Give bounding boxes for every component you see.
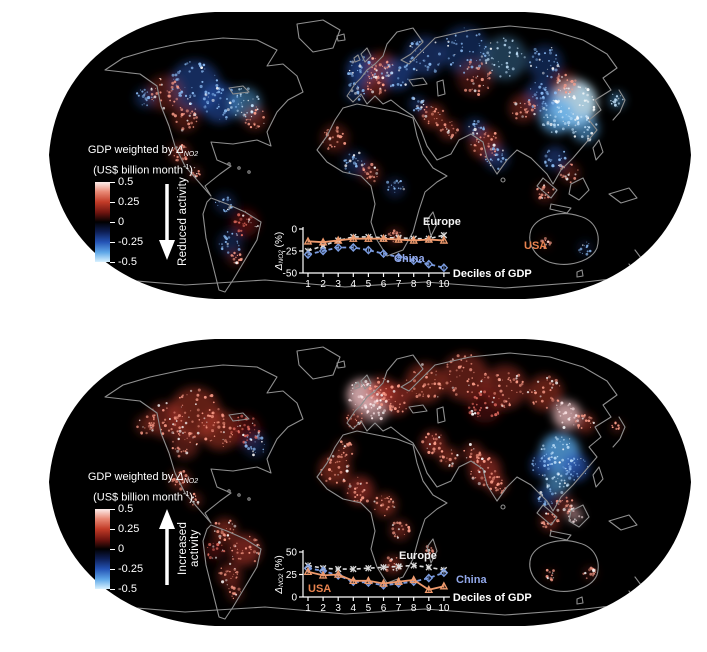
svg-text:USA: USA bbox=[524, 240, 547, 252]
svg-text:-25: -25 bbox=[283, 247, 298, 258]
svg-text:10: 10 bbox=[438, 603, 450, 614]
svg-text:-50: -50 bbox=[283, 269, 298, 280]
svg-text:Europe: Europe bbox=[399, 550, 437, 562]
svg-text:0: 0 bbox=[291, 593, 297, 604]
svg-text:8: 8 bbox=[411, 603, 417, 614]
svg-text:25: 25 bbox=[286, 570, 298, 581]
svg-text:50: 50 bbox=[286, 548, 298, 559]
svg-text:Deciles of GDP: Deciles of GDP bbox=[453, 268, 532, 280]
svg-text:China: China bbox=[456, 574, 487, 586]
svg-text:7: 7 bbox=[396, 603, 402, 614]
svg-text:ΔNO2 (%): ΔNO2 (%) bbox=[274, 555, 285, 594]
map-panel-increased-activity: GDP weighted by ΔNO2 (US$ billion month-… bbox=[45, 335, 695, 630]
svg-text:4: 4 bbox=[351, 603, 357, 614]
svg-text:0: 0 bbox=[291, 225, 297, 236]
heatmap-speckles bbox=[136, 354, 620, 600]
svg-text:2: 2 bbox=[320, 279, 326, 290]
svg-text:8: 8 bbox=[411, 279, 417, 290]
heatmap-speckles bbox=[135, 27, 624, 265]
svg-text:5: 5 bbox=[366, 279, 372, 290]
svg-text:2: 2 bbox=[320, 603, 326, 614]
world-map-reduced bbox=[49, 12, 691, 299]
svg-text:3: 3 bbox=[335, 279, 341, 290]
svg-text:9: 9 bbox=[426, 603, 432, 614]
svg-text:4: 4 bbox=[351, 279, 357, 290]
heatmap-blobs bbox=[135, 26, 625, 266]
svg-text:9: 9 bbox=[426, 279, 432, 290]
svg-text:Europe: Europe bbox=[423, 216, 461, 228]
svg-text:USA: USA bbox=[308, 583, 331, 595]
svg-text:10: 10 bbox=[438, 279, 450, 290]
svg-text:1: 1 bbox=[305, 279, 311, 290]
svg-text:Deciles of GDP: Deciles of GDP bbox=[453, 592, 532, 604]
svg-text:7: 7 bbox=[396, 279, 402, 290]
world-map-increased bbox=[49, 339, 691, 626]
svg-text:ΔNO2 (%): ΔNO2 (%) bbox=[274, 232, 285, 271]
svg-text:6: 6 bbox=[381, 603, 387, 614]
svg-text:3: 3 bbox=[335, 603, 341, 614]
svg-text:5: 5 bbox=[366, 603, 372, 614]
svg-text:China: China bbox=[394, 253, 425, 265]
svg-text:6: 6 bbox=[381, 279, 387, 290]
map-panel-reduced-activity: GDP weighted by ΔNO2 (US$ billion month-… bbox=[45, 8, 695, 303]
svg-text:1: 1 bbox=[305, 603, 311, 614]
